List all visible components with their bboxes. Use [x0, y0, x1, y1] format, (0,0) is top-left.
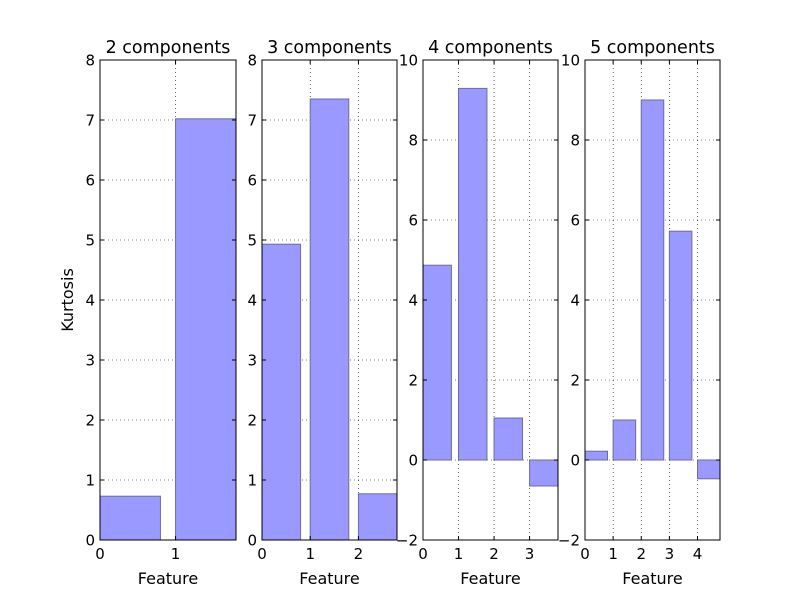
- x-tick-label: 2: [489, 545, 499, 563]
- y-tick-label: 0: [408, 452, 418, 470]
- subplot-2: 0 1 2 3 4 5 6 7 8 0 1 2 3 components Feature: [247, 38, 398, 588]
- y-tick-label: 6: [408, 212, 418, 230]
- bar: [640, 99, 665, 461]
- y-tick-label: 0: [570, 452, 580, 470]
- y-tick-label: 8: [85, 52, 95, 70]
- x-tick-label: 4: [693, 545, 703, 563]
- subplot-title: 5 components: [590, 38, 715, 58]
- subplot-title: 3 components: [267, 38, 392, 58]
- y-tick-label: 4: [408, 292, 418, 310]
- y-tick-label: 2: [85, 412, 95, 430]
- y-tick-label: −2: [396, 532, 418, 550]
- y-tick-label: 7: [247, 112, 257, 130]
- x-tick-label: 0: [95, 545, 105, 563]
- x-axis-label: Feature: [138, 569, 198, 588]
- y-tick-label: 5: [247, 232, 257, 250]
- x-axis-label: Feature: [460, 569, 520, 588]
- bar: [422, 264, 452, 461]
- bar: [175, 118, 237, 541]
- subplot-1: 0 1 2 3 4 5 6 7 8 0 1 2 components Feature: [85, 38, 237, 588]
- x-tick-label: 3: [665, 545, 675, 563]
- bar: [99, 495, 161, 541]
- y-tick-label: 6: [85, 172, 95, 190]
- y-tick-label: 0: [247, 532, 257, 550]
- x-tick-label: 1: [171, 545, 181, 563]
- bar: [584, 450, 608, 461]
- y-tick-label: 1: [85, 472, 95, 490]
- bar: [668, 230, 693, 461]
- y-tick-label: 8: [570, 132, 580, 150]
- y-tick-label: 4: [85, 292, 95, 310]
- bar: [493, 417, 523, 461]
- y-tick-label: 5: [85, 232, 95, 250]
- y-tick-label: 1: [247, 472, 257, 490]
- x-tick-label: 3: [525, 545, 535, 563]
- x-tick-label: 1: [454, 545, 464, 563]
- y-tick-label: 0: [85, 532, 95, 550]
- y-tick-label: 2: [570, 372, 580, 390]
- bar: [357, 493, 398, 541]
- subplot-title: 4 components: [428, 38, 553, 58]
- x-tick-label: 1: [305, 545, 315, 563]
- y-tick-label: 6: [247, 172, 257, 190]
- y-tick-label: 8: [408, 132, 418, 150]
- y-tick-label: 7: [85, 112, 95, 130]
- y-tick-label: 10: [399, 52, 418, 70]
- x-axis-label: Feature: [622, 569, 682, 588]
- x-axis-label: Feature: [299, 569, 359, 588]
- x-tick-label: 2: [636, 545, 646, 563]
- x-tick-label: 1: [608, 545, 618, 563]
- y-tick-label: 4: [247, 292, 257, 310]
- bar: [612, 419, 637, 461]
- y-tick-label: 3: [247, 352, 257, 370]
- y-tick-label: 4: [570, 292, 580, 310]
- bar: [458, 87, 488, 461]
- x-tick-label: 0: [580, 545, 590, 563]
- subplot-title: 2 components: [106, 38, 231, 58]
- x-tick-label: 0: [418, 545, 428, 563]
- bar: [261, 243, 302, 541]
- y-axis-label: Kurtosis: [58, 268, 77, 332]
- y-tick-label: 8: [247, 52, 257, 70]
- y-tick-label: 2: [247, 412, 257, 430]
- y-tick-label: 6: [570, 212, 580, 230]
- y-tick-label: 10: [561, 52, 580, 70]
- y-tick-label: −2: [558, 532, 580, 550]
- x-tick-label: 2: [354, 545, 364, 563]
- y-tick-label: 2: [408, 372, 418, 390]
- bar: [309, 98, 350, 541]
- y-tick-label: 3: [85, 352, 95, 370]
- bar: [697, 459, 721, 480]
- bar: [529, 459, 559, 487]
- x-tick-label: 0: [257, 545, 267, 563]
